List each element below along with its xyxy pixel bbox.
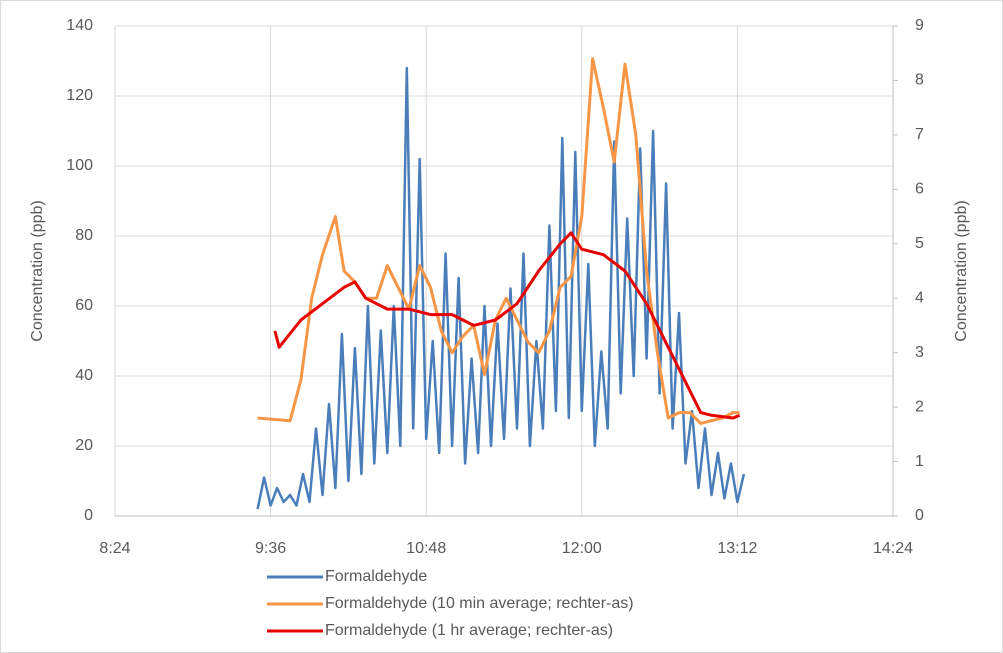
x-tick-label: 10:48: [406, 540, 446, 557]
x-tick-label: 12:00: [562, 540, 602, 557]
y2-tick-label: 4: [915, 289, 924, 306]
y2-tick-label: 1: [915, 453, 924, 470]
y2-tick-label: 0: [915, 507, 924, 524]
legend-label: Formaldehyde (1 hr average; rechter-as): [325, 622, 613, 639]
y2-tick-label: 8: [915, 72, 924, 89]
y-tick-label: 100: [66, 157, 93, 174]
legend-label: Formaldehyde (10 min average; rechter-as…: [325, 595, 634, 612]
y-tick-label: 140: [66, 17, 93, 34]
y-tick-label: 20: [75, 437, 93, 454]
x-tick-label: 14:24: [873, 540, 913, 557]
y2-tick-label: 7: [915, 126, 924, 143]
y-tick-label: 0: [84, 507, 93, 524]
y2-tick-label: 9: [915, 17, 924, 34]
y2-tick-label: 6: [915, 181, 924, 198]
y-tick-label: 120: [66, 87, 93, 104]
series-line: [273, 231, 741, 420]
x-tick-label: 13:12: [717, 540, 757, 557]
y2-axis-label: Concentration (ppb): [953, 200, 970, 341]
y-axis-label: Concentration (ppb): [29, 200, 46, 341]
x-tick-label: 9:36: [255, 540, 286, 557]
legend-label: Formaldehyde: [325, 568, 427, 585]
x-tick-label: 8:24: [99, 540, 130, 557]
y2-tick-label: 3: [915, 344, 924, 361]
y2-tick-label: 5: [915, 235, 924, 252]
series-line: [256, 66, 746, 510]
y-tick-label: 40: [75, 367, 93, 384]
y-tick-label: 60: [75, 297, 93, 314]
y2-tick-label: 2: [915, 398, 924, 415]
y-tick-label: 80: [75, 227, 93, 244]
